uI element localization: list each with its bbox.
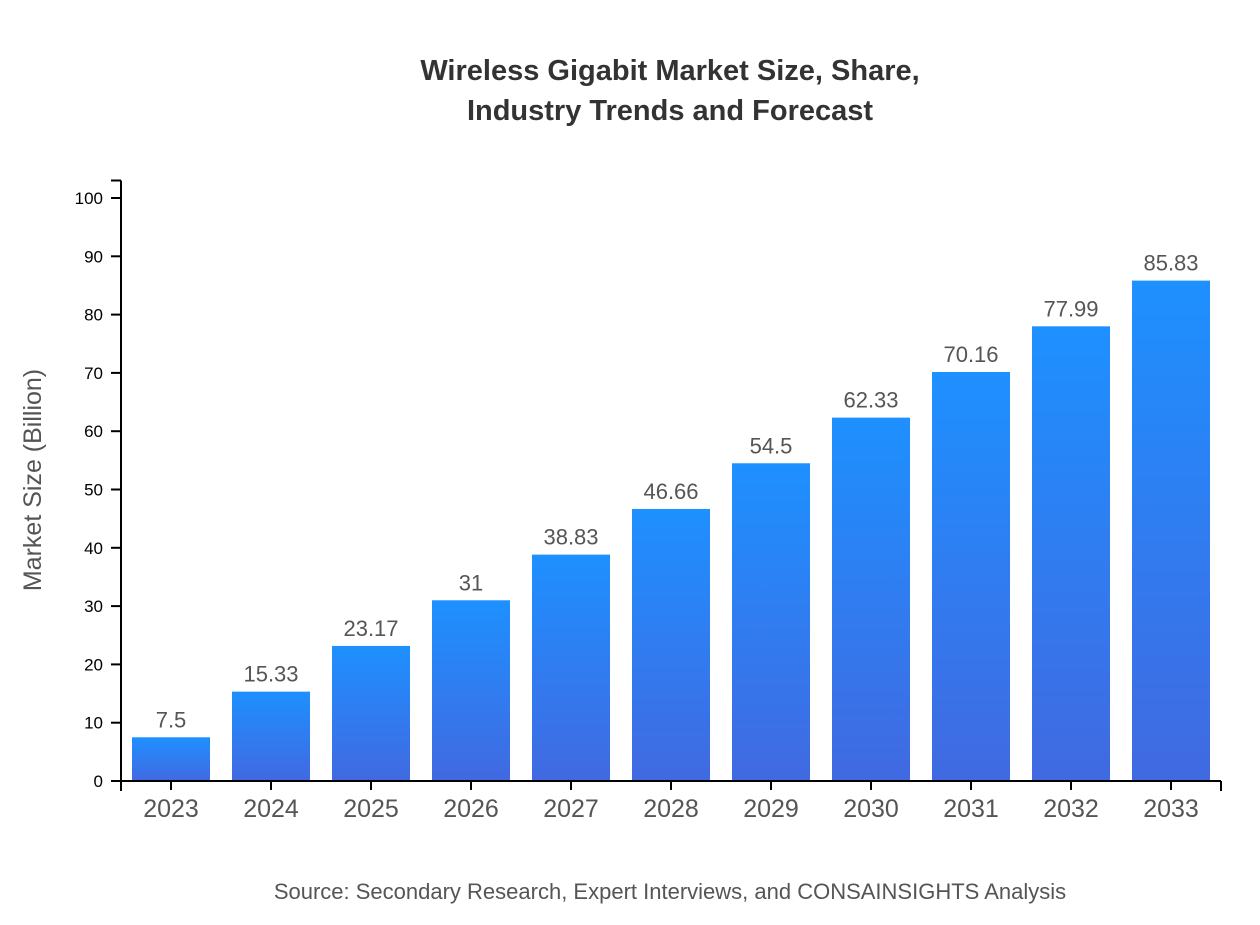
x-tick-label-2028: 2028 bbox=[643, 795, 699, 823]
bars-group: 7.5 15.33 23.17 31 38.83 46.66 54.5 62.33 70.16 7… bbox=[132, 251, 1210, 781]
x-tick-label-2027: 2027 bbox=[543, 795, 599, 823]
x-tick-label-2032: 2032 bbox=[1043, 795, 1099, 823]
data-label-2031: 70.16 bbox=[943, 342, 998, 367]
bar-2031 bbox=[932, 371, 1010, 781]
bar-2024 bbox=[232, 691, 310, 781]
x-tick-label-2023: 2023 bbox=[143, 795, 199, 823]
y-tick-label-50: 50 bbox=[84, 481, 103, 500]
chart-title-line-1: Wireless Gigabit Market Size, Share, bbox=[420, 55, 919, 87]
bar-2030 bbox=[832, 417, 910, 781]
data-label-2027: 38.83 bbox=[543, 525, 598, 550]
x-tick-label-2030: 2030 bbox=[843, 795, 899, 823]
data-label-2025: 23.17 bbox=[343, 616, 398, 641]
bar-2029 bbox=[732, 463, 810, 781]
data-label-2032: 77.99 bbox=[1043, 296, 1098, 321]
data-label-2023: 7.5 bbox=[156, 707, 187, 732]
x-tick-label-2025: 2025 bbox=[343, 795, 399, 823]
x-tick-label-2026: 2026 bbox=[443, 795, 499, 823]
y-tick-label-90: 90 bbox=[84, 247, 103, 266]
bar-2026 bbox=[432, 600, 510, 781]
y-tick-label-60: 60 bbox=[84, 422, 103, 441]
y-tick-label-30: 30 bbox=[84, 597, 103, 616]
data-label-2024: 15.33 bbox=[243, 662, 298, 687]
axes-group: 2023 2024 2025 2026 2027 2028 2029 2030 2031 2032… bbox=[75, 179, 1222, 823]
x-tick-label-2024: 2024 bbox=[243, 795, 299, 823]
bar-2028 bbox=[632, 508, 710, 781]
data-label-2029: 54.5 bbox=[750, 433, 793, 458]
x-tick-label-2031: 2031 bbox=[943, 795, 999, 823]
x-tick-label-2029: 2029 bbox=[743, 795, 799, 823]
x-tick-label-2033: 2033 bbox=[1143, 795, 1199, 823]
data-label-2026: 31 bbox=[459, 570, 483, 595]
data-label-2033: 85.83 bbox=[1143, 251, 1198, 276]
bar-2027 bbox=[532, 554, 610, 781]
bar-2025 bbox=[332, 645, 410, 781]
source-note: Source: Secondary Research, Expert Inter… bbox=[274, 879, 1066, 904]
bar-2033 bbox=[1132, 280, 1210, 781]
y-tick-label-10: 10 bbox=[84, 714, 103, 733]
y-tick-label-100: 100 bbox=[75, 189, 103, 208]
data-label-2028: 46.66 bbox=[643, 479, 698, 504]
y-tick-label-40: 40 bbox=[84, 539, 103, 558]
y-tick-label-70: 70 bbox=[84, 364, 103, 383]
bar-2032 bbox=[1032, 326, 1110, 781]
y-tick-label-20: 20 bbox=[84, 655, 103, 674]
y-tick-label-0: 0 bbox=[94, 772, 103, 791]
y-axis-label: Market Size (Billion) bbox=[19, 369, 47, 591]
data-label-2030: 62.33 bbox=[843, 388, 898, 413]
y-tick-label-80: 80 bbox=[84, 306, 103, 325]
chart-title-line-2: Industry Trends and Forecast bbox=[467, 95, 873, 127]
bar-2023 bbox=[132, 737, 210, 781]
